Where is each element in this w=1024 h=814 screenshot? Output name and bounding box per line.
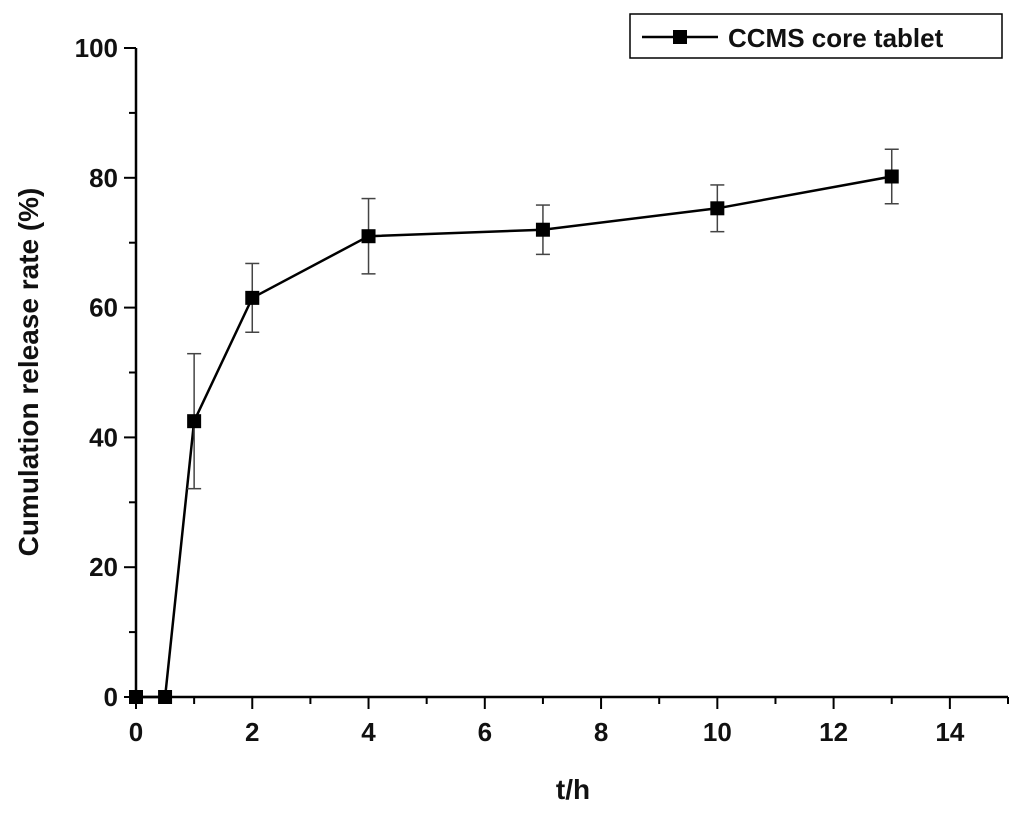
series-layer (129, 148, 899, 704)
x-tick-label: 12 (819, 717, 848, 747)
y-tick-label: 40 (89, 422, 118, 452)
x-tick-label: 14 (935, 717, 964, 747)
y-axis-title: Cumulation release rate (%) (13, 188, 44, 557)
data-point (187, 414, 202, 429)
axes (134, 48, 1008, 699)
x-tick-label: 6 (478, 717, 492, 747)
data-point (245, 290, 260, 305)
data-point (710, 201, 725, 216)
x-tick-label: 2 (245, 717, 259, 747)
legend-marker (673, 30, 687, 44)
data-point (129, 690, 143, 704)
series-line (136, 175, 892, 699)
legend: CCMS core tablet (629, 13, 1003, 59)
y-tick-label: 100 (75, 33, 118, 63)
x-tick-label: 4 (361, 717, 376, 747)
data-point (361, 229, 376, 244)
data-point (884, 169, 899, 184)
y-tick-label: 0 (104, 682, 118, 712)
x-tick-label: 10 (703, 717, 732, 747)
x-axis-title: t/h (556, 774, 590, 805)
x-tick-label: 8 (594, 717, 608, 747)
y-tick-label: 60 (89, 293, 118, 323)
data-point (158, 690, 173, 704)
legend-label: CCMS core tablet (728, 23, 944, 53)
data-point (535, 222, 550, 237)
y-tick-label: 80 (89, 163, 118, 193)
x-tick-label: 0 (129, 717, 143, 747)
ticks: 0 2 4 6 8 10 12 14 0 20 40 60 80 100 (75, 33, 1009, 747)
y-tick-label: 20 (89, 552, 118, 582)
